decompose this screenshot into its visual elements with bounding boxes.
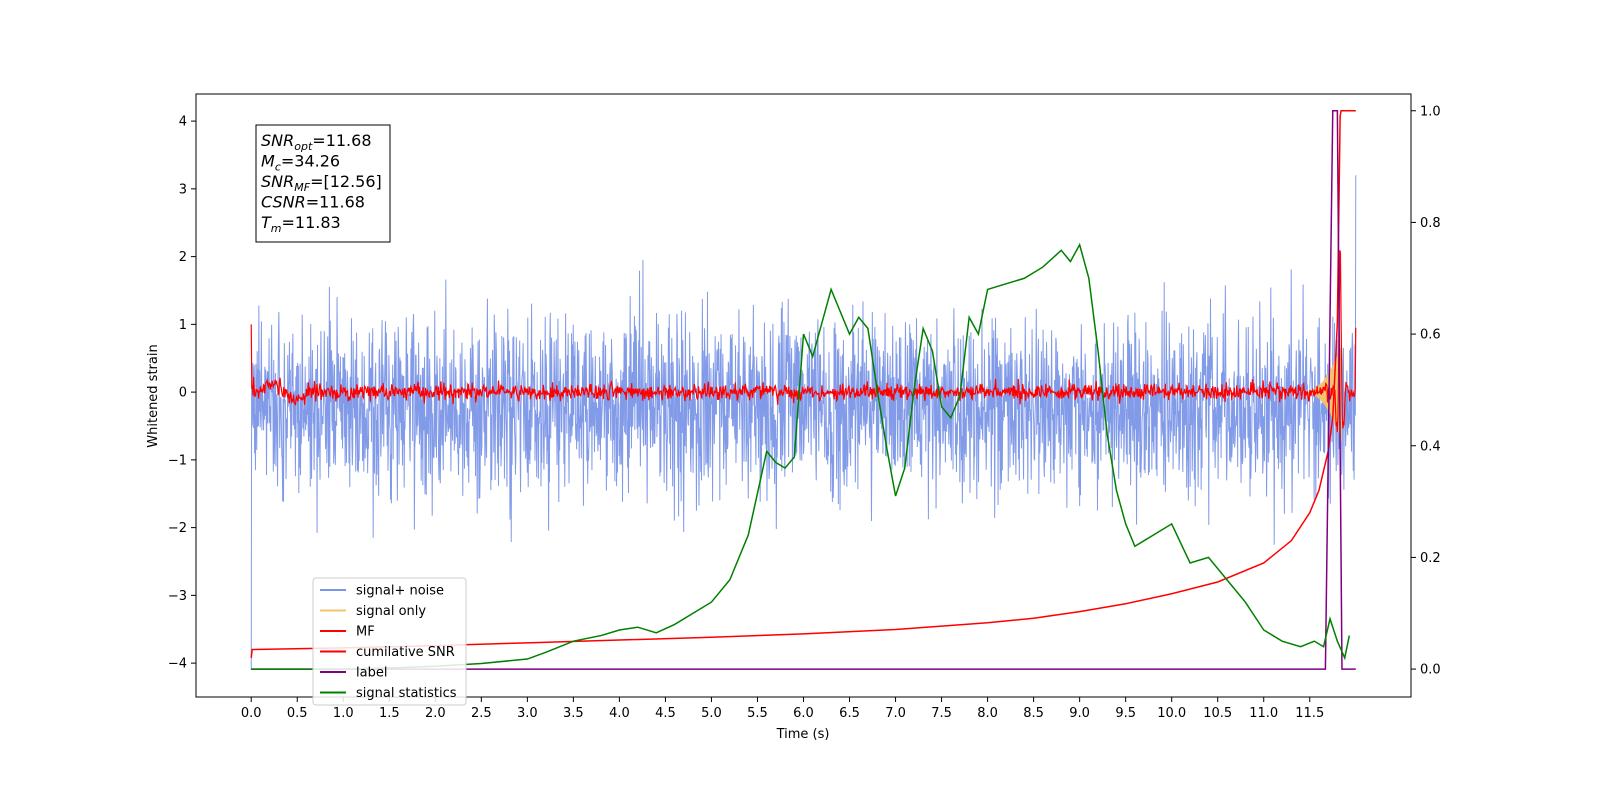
series-label	[251, 110, 1356, 670]
x-tick-label: 10.5	[1203, 706, 1232, 721]
x-tick-label: 8.0	[977, 706, 998, 721]
x-tick-label: 8.5	[1023, 706, 1044, 721]
legend-frame	[312, 577, 467, 706]
x-axis: 0.0 0.5 1.0 1.5 2.0 2.5 3.0 3.5 4.0 4.5 5.0 5.5 6.0 6…	[241, 697, 1324, 721]
y-tick-label: 4	[179, 115, 187, 130]
x-tick-label: 2.0	[425, 706, 446, 721]
x-tick-label: 2.5	[471, 706, 492, 721]
x-tick-label: 4.0	[609, 706, 630, 721]
x-tick-label: 3.0	[517, 706, 538, 721]
x-tick-label: 11.5	[1295, 706, 1324, 721]
legend-label: label	[356, 666, 387, 681]
x-tick-label: 4.5	[655, 706, 676, 721]
y2-tick-label: 0.0	[1420, 663, 1441, 678]
y2-tick-label: 0.4	[1420, 439, 1441, 454]
right-axis-series-layer	[250, 110, 1356, 670]
x-tick-label: 9.0	[1069, 706, 1090, 721]
y-tick-label: −1	[168, 453, 187, 468]
legend-label: cumilative SNR	[356, 645, 455, 660]
legend: signal+ noise signal only MF cumilative SNR…	[312, 577, 467, 706]
legend-label: MF	[356, 625, 375, 640]
annotation-box: SNRopt=11.68Mc=34.26SNRMF=[12.56]CSNR=11…	[255, 124, 391, 243]
y-tick-label: −2	[168, 521, 187, 536]
series-cumilative-snr	[250, 110, 1356, 659]
x-axis-label: Time (s)	[776, 727, 830, 742]
y2-tick-label: 0.2	[1420, 551, 1441, 566]
annotation-line: Tm=11.83	[261, 213, 341, 235]
series-signal-noise	[250, 175, 1357, 670]
y2-tick-label: 0.6	[1420, 328, 1441, 343]
x-tick-label: 7.5	[931, 706, 952, 721]
y2-tick-label: 0.8	[1420, 216, 1441, 231]
x-tick-label: 3.5	[563, 706, 584, 721]
annotation-line: CSNR=11.68	[261, 193, 365, 212]
x-tick-label: 0.5	[287, 706, 308, 721]
legend-label: signal statistics	[356, 686, 457, 701]
x-tick-label: 6.0	[793, 706, 814, 721]
x-tick-label: 1.0	[333, 706, 354, 721]
annotation-line: Mc=34.26	[261, 152, 340, 174]
y-tick-label: 1	[179, 318, 187, 333]
x-tick-label: 11.0	[1249, 706, 1278, 721]
x-tick-label: 0.0	[241, 706, 262, 721]
x-tick-label: 9.5	[1115, 706, 1136, 721]
y-axis-label: Whitened strain	[146, 344, 161, 447]
annotation-line: SNRopt=11.68	[261, 131, 372, 153]
annotation-frame	[255, 124, 391, 243]
x-tick-label: 7.0	[885, 706, 906, 721]
y2-tick-label: 1.0	[1420, 104, 1441, 119]
signal-noise-layer	[250, 175, 1357, 670]
y-tick-label: 2	[179, 250, 187, 265]
y-axis-right: 0.0 0.2 0.4 0.6 0.8 1.0	[1411, 104, 1441, 678]
y-axis-left: −4 −3 −2 −1 0 1 2 3 4	[168, 115, 196, 672]
y-tick-label: −3	[168, 589, 187, 604]
y-tick-label: 3	[179, 182, 187, 197]
y-tick-label: −4	[168, 657, 187, 672]
series-mf	[250, 250, 1357, 433]
series-signal-statistics	[251, 242, 1351, 670]
annotation-line: SNRMF=[12.56]	[261, 172, 382, 194]
x-tick-label: 5.0	[701, 706, 722, 721]
y-tick-label: 0	[179, 386, 187, 401]
x-tick-label: 6.5	[839, 706, 860, 721]
x-tick-label: 10.0	[1157, 706, 1186, 721]
x-tick-label: 5.5	[747, 706, 768, 721]
legend-label: signal only	[356, 604, 426, 619]
legend-label: signal+ noise	[356, 584, 444, 599]
x-tick-label: 1.5	[379, 706, 400, 721]
mf-layer	[250, 250, 1357, 433]
